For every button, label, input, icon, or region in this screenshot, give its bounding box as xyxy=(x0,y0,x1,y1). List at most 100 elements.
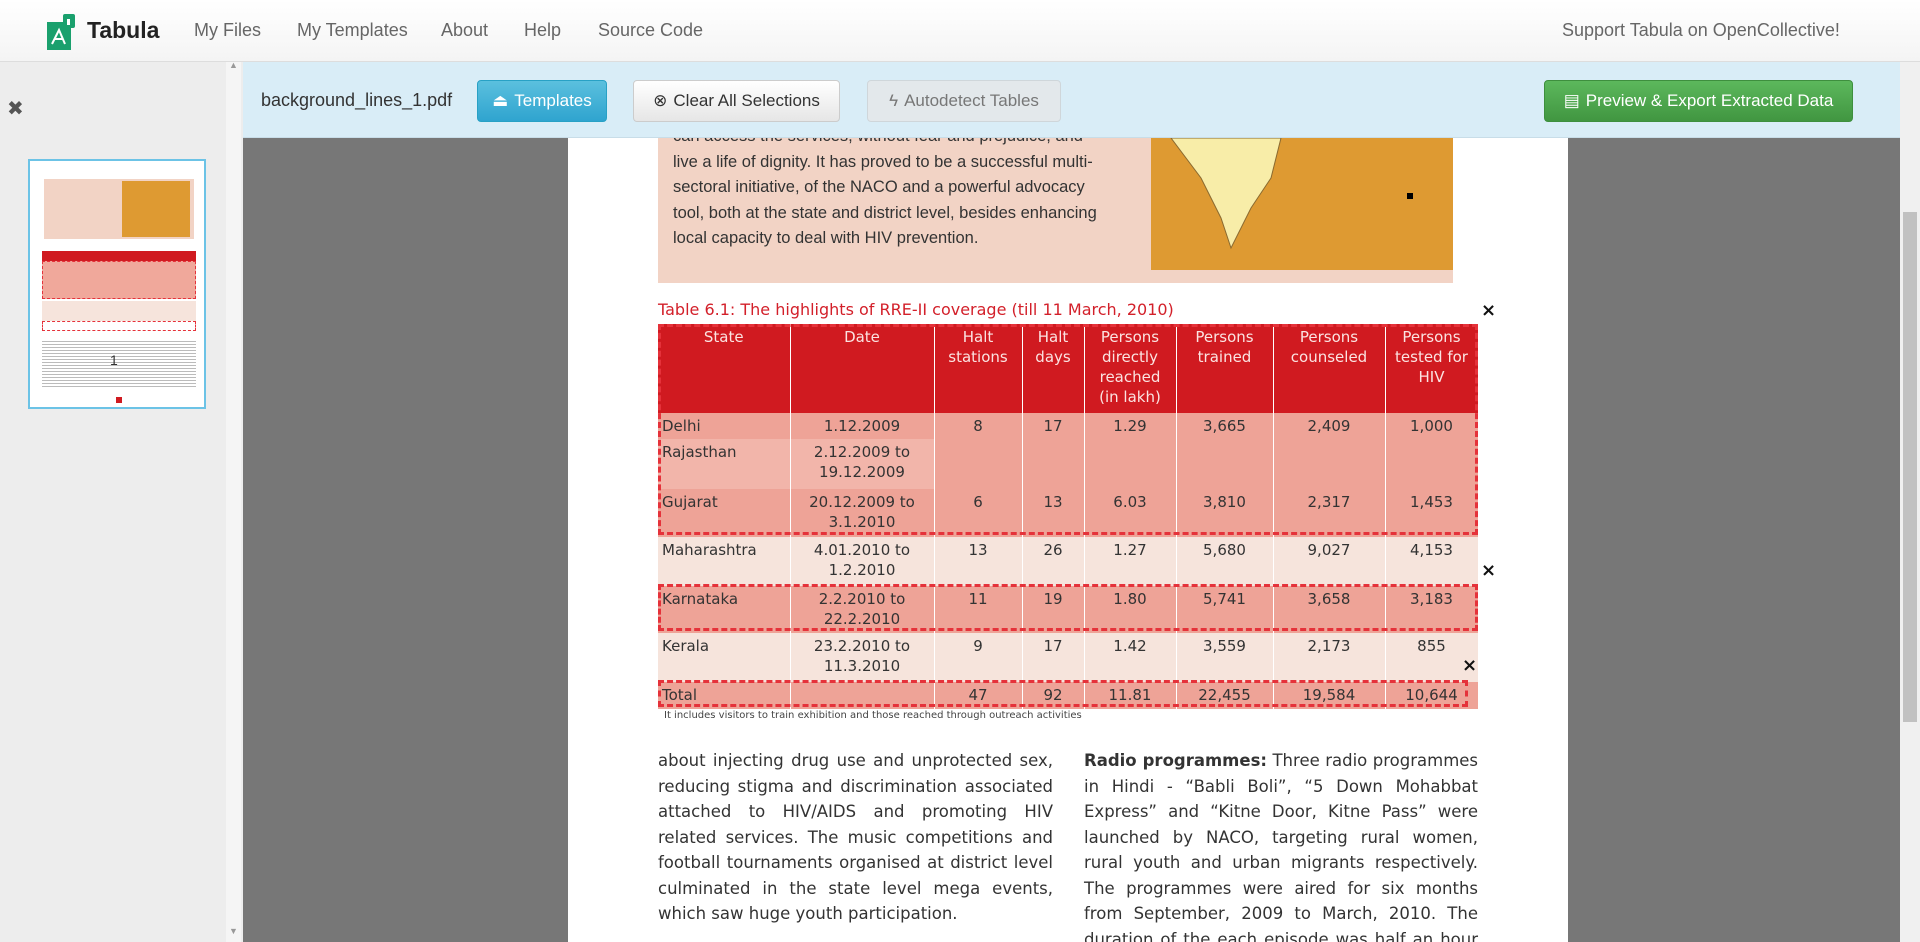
table-cell: 19,584 xyxy=(1273,682,1386,709)
table-cell: 1.42 xyxy=(1084,633,1177,682)
table-cell: 2.2.2010 to 22.2.2010 xyxy=(790,586,935,633)
bolt-icon: ϟ xyxy=(889,91,899,110)
table-cell: 2,173 xyxy=(1273,633,1386,682)
table-cell: 23.2.2010 to 11.3.2010 xyxy=(790,633,935,682)
table-cell: 20.12.2009 to 3.1.2010 xyxy=(790,489,935,537)
table-header-row: State Date Halt stations Halt days Perso… xyxy=(658,324,1479,413)
intro-line: live a life of dignity. It has proved to… xyxy=(673,152,1093,171)
table-row: Maharashtra 4.01.2010 to 1.2.2010 13 26 1.27… xyxy=(658,537,1479,586)
table-cell xyxy=(1385,439,1479,489)
toolbar: background_lines_1.pdf ⏏ Templates ⊗ Clear… xyxy=(243,62,1900,138)
intro-line: can access the services, without fear an… xyxy=(673,138,1143,150)
close-icon[interactable]: ✖ xyxy=(7,96,24,120)
header-cell: Persons tested for HIV xyxy=(1385,324,1479,413)
scroll-up-icon[interactable]: ▲ xyxy=(229,60,238,70)
table-cell xyxy=(1084,439,1177,489)
table-cell: 1,000 xyxy=(1385,413,1479,439)
page-number: 1 xyxy=(110,352,118,368)
table-cell: 3,658 xyxy=(1273,586,1386,633)
brand[interactable]: Tabula xyxy=(87,17,160,43)
main-scrollbar[interactable] xyxy=(1900,62,1920,942)
table-cell: 6 xyxy=(934,489,1023,537)
paragraph-left: about injecting drug use and unprotected… xyxy=(658,751,1053,923)
tabula-logo-icon[interactable] xyxy=(47,14,75,50)
intro-line: sectoral initiative, of the NACO and a p… xyxy=(673,178,1085,196)
intro-text: can access the services, without fear an… xyxy=(673,138,1143,252)
table-cell: 19 xyxy=(1022,586,1085,633)
table-row: Delhi 1.12.2009 8 17 1.29 3,665 2,409 1,000 xyxy=(658,413,1479,439)
remove-selection-icon[interactable]: × xyxy=(1481,560,1497,581)
table-cell: 5,680 xyxy=(1176,537,1274,586)
autodetect-tables-button[interactable]: ϟ Autodetect Tables xyxy=(867,80,1061,122)
table-cell: 3,665 xyxy=(1176,413,1274,439)
table-cell: 13 xyxy=(934,537,1023,586)
table-cell: Maharashtra xyxy=(658,537,791,586)
table-cell xyxy=(790,682,935,709)
header-cell: Halt days xyxy=(1022,324,1085,413)
header-cell: State xyxy=(658,324,791,413)
table-cell: 3,559 xyxy=(1176,633,1274,682)
sidebar-scrollbar[interactable]: ▲ ▼ xyxy=(226,60,241,942)
table-cell: Rajasthan xyxy=(658,439,791,489)
page-thumbnail[interactable] xyxy=(28,159,206,409)
data-table: State Date Halt stations Halt days Perso… xyxy=(658,324,1479,709)
preview-export-button[interactable]: ▤ Preview & Export Extracted Data xyxy=(1544,80,1853,122)
table-cell: 17 xyxy=(1022,413,1085,439)
table-row: Kerala 23.2.2010 to 11.3.2010 9 17 1.42 3,559… xyxy=(658,633,1479,682)
table-row: Total 47 92 11.81 22,455 19,584 10,644 xyxy=(658,682,1479,709)
templates-icon: ⏏ xyxy=(492,91,509,110)
templates-label: Templates xyxy=(514,91,592,110)
table-cell: 2,317 xyxy=(1273,489,1386,537)
top-navbar: Tabula My Files My Templates About Help … xyxy=(0,0,1920,62)
table-cell xyxy=(1022,439,1085,489)
clear-label: Clear All Selections xyxy=(673,91,820,110)
table-cell: 47 xyxy=(934,682,1023,709)
scrollbar-thumb[interactable] xyxy=(1903,212,1917,722)
nav-help[interactable]: Help xyxy=(524,20,562,40)
nav-support-opencollective[interactable]: Support Tabula on OpenCollective! xyxy=(1562,20,1840,40)
list-icon: ▤ xyxy=(1563,91,1580,110)
radio-text: Three radio programmes in Hindi - “Babli… xyxy=(1084,751,1479,942)
page-thumbnails-sidebar: ✖ 1 ▲ ▼ xyxy=(0,60,243,942)
table-cell: 5,741 xyxy=(1176,586,1274,633)
remove-selection-icon[interactable]: × xyxy=(1481,300,1497,321)
table-cell: 17 xyxy=(1022,633,1085,682)
pdf-page[interactable]: can access the services, without fear an… xyxy=(568,138,1568,942)
table-cell: 2.12.2009 to 19.12.2009 xyxy=(790,439,935,489)
table-cell: 3,183 xyxy=(1385,586,1479,633)
templates-button[interactable]: ⏏ Templates xyxy=(477,80,607,122)
table-cell: 1,453 xyxy=(1385,489,1479,537)
table-cell: 11 xyxy=(934,586,1023,633)
map-image xyxy=(1151,138,1453,270)
table-cell: 1.29 xyxy=(1084,413,1177,439)
table-cell: Total xyxy=(658,682,791,709)
radio-heading: Radio programmes: xyxy=(1084,751,1267,770)
table-cell: 855 xyxy=(1385,633,1479,682)
export-label: Preview & Export Extracted Data xyxy=(1585,91,1834,110)
intro-line: local capacity to deal with HIV preventi… xyxy=(673,229,979,247)
header-cell: Halt stations xyxy=(934,324,1023,413)
header-cell: Date xyxy=(790,324,935,413)
table-cell: 4.01.2010 to 1.2.2010 xyxy=(790,537,935,586)
table-cell: 2,409 xyxy=(1273,413,1386,439)
table-cell: Karnataka xyxy=(658,586,791,633)
scroll-down-icon[interactable]: ▼ xyxy=(229,926,238,936)
table-cell: 9,027 xyxy=(1273,537,1386,586)
nav-my-templates[interactable]: My Templates xyxy=(297,20,408,40)
times-circle-icon: ⊗ xyxy=(653,91,668,110)
paragraph-right: Radio programmes: Three radio programmes… xyxy=(1084,748,1478,942)
nav-source-code[interactable]: Source Code xyxy=(598,20,704,40)
nav-my-files[interactable]: My Files xyxy=(194,20,261,40)
remove-selection-icon[interactable]: × xyxy=(1462,655,1478,676)
table-cell: 9 xyxy=(934,633,1023,682)
clear-all-selections-button[interactable]: ⊗ Clear All Selections xyxy=(633,80,840,122)
table-cell: 10,644 xyxy=(1385,682,1479,709)
table-cell xyxy=(934,439,1023,489)
header-cell: Persons directly reached (in lakh) xyxy=(1084,324,1177,413)
table-cell: 92 xyxy=(1022,682,1085,709)
table-cell xyxy=(1176,439,1274,489)
intro-line: tool, both at the state and district lev… xyxy=(673,203,1097,222)
nav-about[interactable]: About xyxy=(441,20,489,40)
table-row: Karnataka 2.2.2010 to 22.2.2010 11 19 1.80 5,… xyxy=(658,586,1479,633)
table-cell: 4,153 xyxy=(1385,537,1479,586)
